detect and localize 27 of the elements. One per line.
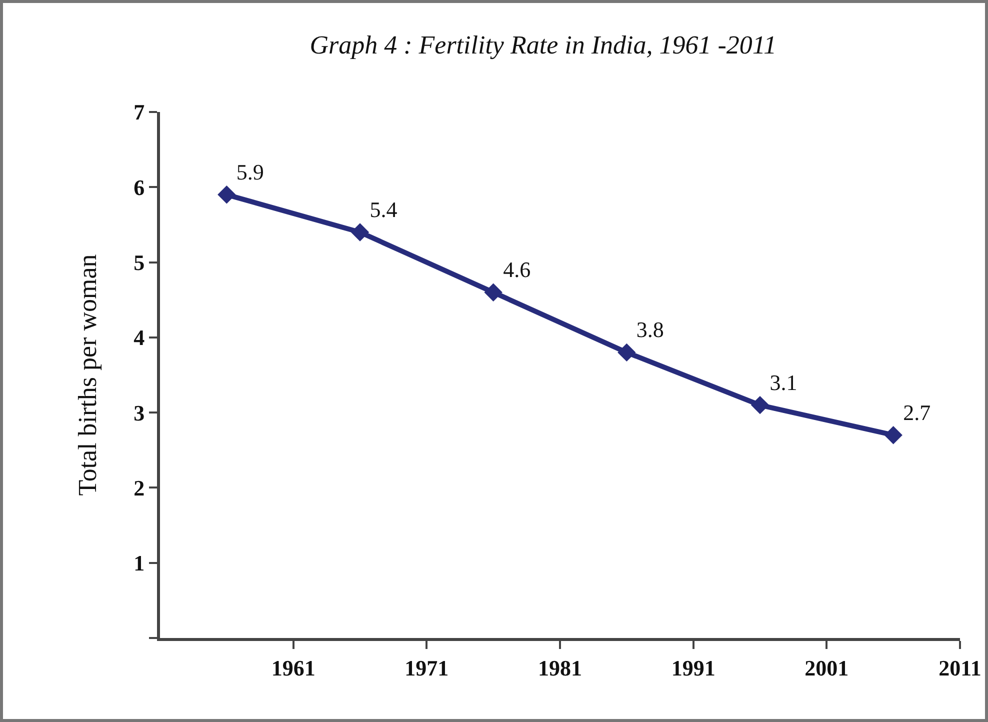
x-tick-label: 2011 [938,655,982,680]
point [484,283,502,302]
x-tick-label: 1961 [271,655,316,680]
x-tick-label: 1981 [538,655,582,680]
data-label: 3.8 [636,317,664,342]
y-tick-label: 6 [134,174,145,200]
point [218,186,236,204]
point [750,396,770,414]
y-tick-label: 3 [134,400,145,426]
point [884,426,902,444]
chart-title: Graph 4 : Fertility Rate in India, 1961 -2011 [310,30,776,60]
y-axis-title: Total births per woman [73,254,102,496]
y-tick-label: 5 [134,250,145,275]
y-tick-label: 7 [134,100,145,125]
data-label: 3.1 [770,370,798,395]
point [350,223,370,242]
x-tick-label: 1971 [404,655,449,680]
y-tick-label: 1 [134,550,145,576]
data-label: 5.4 [370,196,398,222]
data-label: 4.6 [503,257,531,282]
data-label: 2.7 [903,400,931,425]
data-label: 5.9 [236,159,264,184]
y-tick-label: 2 [134,475,145,500]
point [618,343,636,362]
x-tick-label: 1991 [671,655,716,680]
y-tick-label: 4 [134,325,145,350]
x-tick-label: 2001 [804,655,849,680]
